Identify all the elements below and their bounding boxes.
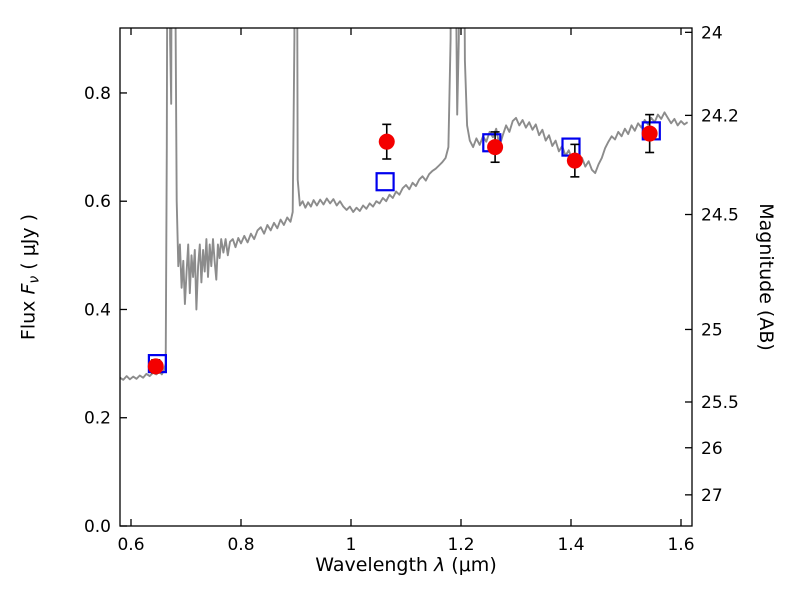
x-tick-label: 1	[346, 535, 357, 555]
x-tick-label: 1.4	[557, 535, 584, 555]
magnitude-tick-label: 24.2	[701, 106, 739, 126]
flux-symbol: F	[17, 283, 40, 295]
magnitude-tick-label: 24.5	[701, 206, 739, 226]
x-axis-label: Wavelength λ (μm)	[120, 554, 692, 576]
magnitude-tick-label: 25.5	[701, 393, 739, 413]
observed-photometry-point	[641, 125, 658, 142]
plot-frame	[119, 27, 693, 527]
x-axis-label-suffix: (μm)	[445, 554, 497, 576]
x-tick-label: 0.6	[117, 535, 144, 555]
y-tick-label: 0.4	[84, 300, 111, 320]
x-tick-label: 1.2	[447, 535, 474, 555]
y-axis-label-suffix: ( μJy )	[17, 213, 40, 276]
x-tick-label: 1.6	[667, 535, 694, 555]
y-tick-label: 0.8	[84, 84, 111, 104]
model-photometry-square	[375, 172, 395, 192]
y-axis-label: Flux Fν ( μJy )	[18, 214, 43, 340]
observed-photometry-point	[566, 152, 583, 169]
magnitude-tick-label: 25	[701, 320, 723, 340]
magnitude-tick-label: 27	[701, 486, 723, 506]
observed-photometry-point	[487, 139, 504, 156]
y-tick-label: 0.6	[84, 192, 111, 212]
observed-photometry-point	[378, 133, 395, 150]
x-tick-label: 0.8	[227, 535, 254, 555]
y-tick-label: 0.2	[84, 409, 111, 429]
y-axis-label-prefix: Flux	[17, 294, 40, 341]
right-axis-label: Magnitude (AB)	[755, 203, 777, 351]
magnitude-tick-label: 24	[701, 23, 723, 43]
magnitude-tick-label: 26	[701, 439, 723, 459]
y-tick-label: 0.0	[84, 517, 111, 537]
lambda-symbol: λ	[434, 554, 446, 576]
observed-photometry-point	[147, 358, 164, 375]
spectrum-line	[120, 28, 689, 381]
nu-subscript: ν	[26, 275, 43, 284]
x-axis-label-prefix: Wavelength	[315, 554, 435, 576]
